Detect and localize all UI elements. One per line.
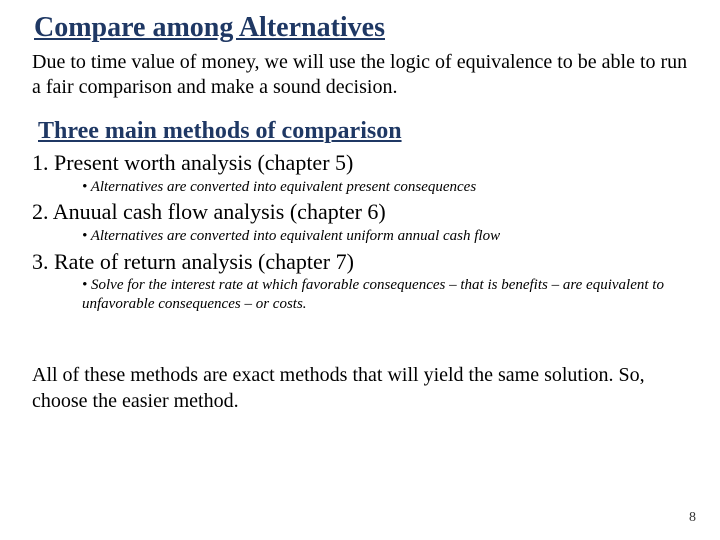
method-bullet: • Solve for the interest rate at which f… bbox=[32, 276, 692, 314]
intro-paragraph: Due to time value of money, we will use … bbox=[28, 50, 692, 100]
method-label: Rate of return analysis (chapter 7) bbox=[54, 249, 354, 274]
page-title: Compare among Alternatives bbox=[28, 12, 692, 44]
methods-list: 1. Present worth analysis (chapter 5) • … bbox=[28, 149, 692, 314]
closing-paragraph: All of these methods are exact methods t… bbox=[28, 362, 692, 414]
section-subheading: Three main methods of comparison bbox=[28, 118, 692, 145]
list-item: 2. Anuual cash flow analysis (chapter 6)… bbox=[32, 198, 692, 245]
method-number: 1. bbox=[32, 150, 49, 175]
method-label: Anuual cash flow analysis (chapter 6) bbox=[53, 199, 386, 224]
method-bullet: • Alternatives are converted into equiva… bbox=[32, 227, 692, 246]
method-label: Present worth analysis (chapter 5) bbox=[54, 150, 353, 175]
method-number: 3. bbox=[32, 249, 49, 274]
list-item: 3. Rate of return analysis (chapter 7) •… bbox=[32, 248, 692, 314]
list-item: 1. Present worth analysis (chapter 5) • … bbox=[32, 149, 692, 196]
method-title: 3. Rate of return analysis (chapter 7) bbox=[32, 248, 692, 277]
method-number: 2. bbox=[32, 199, 49, 224]
method-title: 1. Present worth analysis (chapter 5) bbox=[32, 149, 692, 178]
method-bullet: • Alternatives are converted into equiva… bbox=[32, 178, 692, 197]
method-title: 2. Anuual cash flow analysis (chapter 6) bbox=[32, 198, 692, 227]
page-number: 8 bbox=[689, 510, 696, 526]
